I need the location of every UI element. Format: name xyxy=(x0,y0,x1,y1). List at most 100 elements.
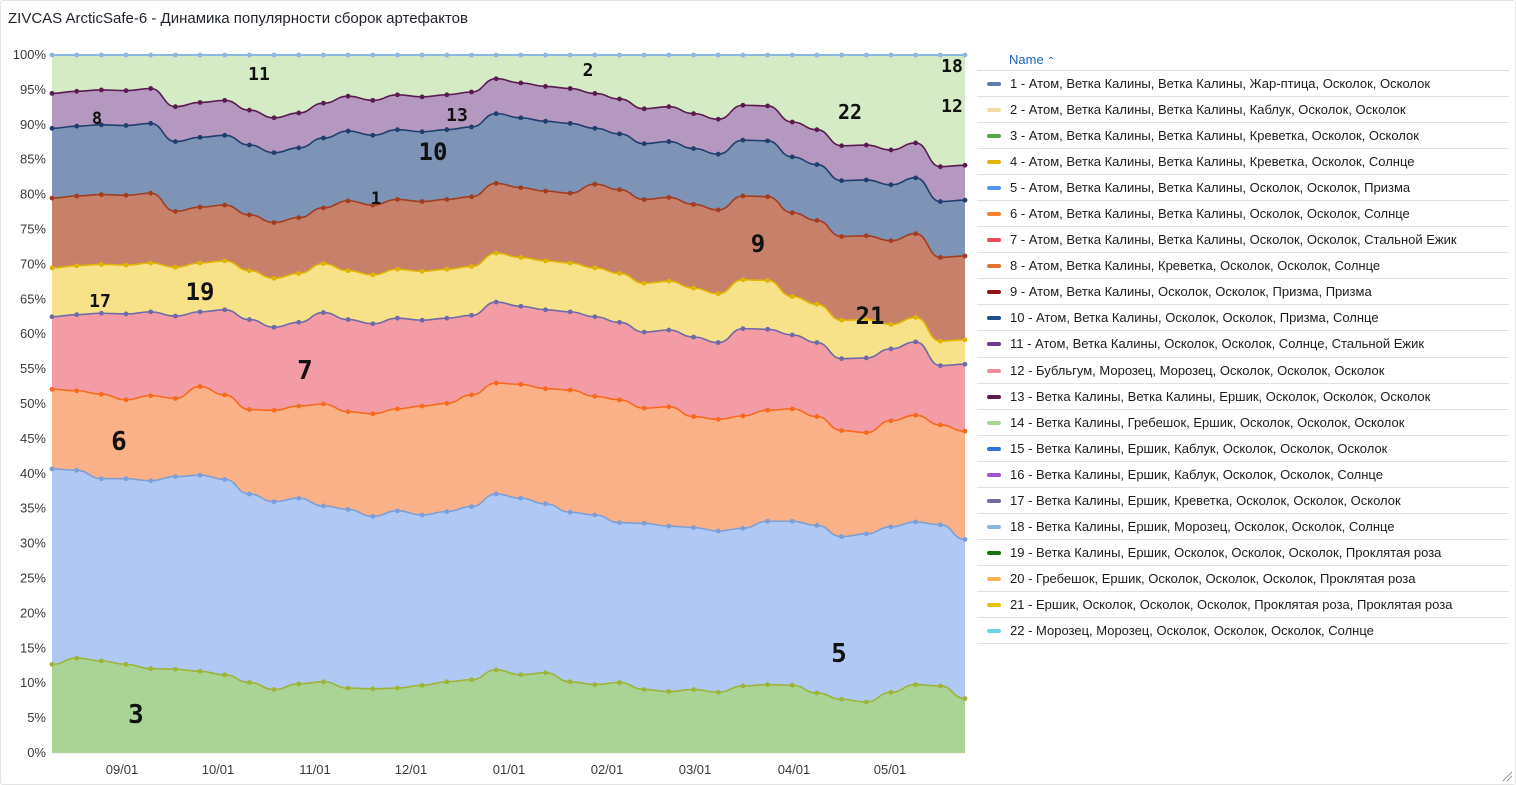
data-point xyxy=(814,301,820,307)
legend-item[interactable]: 12 - Бубльгум, Морозец, Морозец, Осколок… xyxy=(977,358,1509,384)
series-5-area xyxy=(52,468,965,703)
legend-label: 13 - Ветка Калины, Ветка Калины, Ершик, … xyxy=(1010,388,1431,404)
series-13-area xyxy=(52,78,965,202)
legend-item[interactable]: 9 - Атом, Ветка Калины, Осколок, Осколок… xyxy=(977,279,1509,306)
data-point xyxy=(493,181,499,186)
legend-label: 4 - Атом, Ветка Калины, Ветка Калины, Кр… xyxy=(1010,154,1415,170)
legend-item[interactable]: 2 - Атом, Ветка Калины, Ветка Калины, Ка… xyxy=(977,97,1509,124)
data-point xyxy=(395,127,400,133)
legend-item[interactable]: 15 - Ветка Калины, Ершик, Каблук, Осколо… xyxy=(977,436,1509,462)
x-tick-label: 01/01 xyxy=(493,762,526,777)
x-tick-label: 03/01 xyxy=(679,762,712,777)
data-point xyxy=(641,197,647,202)
legend-item[interactable]: 21 - Ершик, Осколок, Осколок, Осколок, П… xyxy=(977,592,1509,618)
data-point xyxy=(321,261,326,267)
panel-title[interactable]: ZIVCAS ArcticSafe-6 - Динамика популярно… xyxy=(8,10,468,27)
data-point xyxy=(98,122,104,128)
data-point xyxy=(765,326,770,332)
data-point xyxy=(296,681,302,687)
data-point xyxy=(296,145,302,151)
data-point xyxy=(148,309,154,315)
data-point xyxy=(937,164,943,170)
data-point xyxy=(197,309,203,315)
legend-header[interactable]: Name ⌃ xyxy=(977,48,1509,71)
y-tick-label: 0% xyxy=(27,745,46,760)
legend-item[interactable]: 19 - Ветка Калины, Ершик, Осколок, Оскол… xyxy=(977,540,1509,566)
data-point xyxy=(222,476,228,482)
legend-item[interactable]: 1 - Атом, Ветка Калины, Ветка Калины, Жа… xyxy=(977,71,1509,98)
data-point xyxy=(469,194,474,200)
annotation-label: 3 xyxy=(128,700,144,730)
legend-label: 20 - Гребешок, Ершик, Осколок, Осколок, … xyxy=(1010,570,1416,586)
data-point xyxy=(543,386,548,392)
legend-header-label: Name xyxy=(1009,52,1044,67)
y-tick-label: 60% xyxy=(20,326,46,341)
data-point xyxy=(518,80,524,86)
legend-item[interactable]: 16 - Ветка Калины, Ершик, Каблук, Осколо… xyxy=(977,462,1509,488)
legend-item[interactable]: 10 - Атом, Ветка Калины, Осколок, Осколо… xyxy=(977,305,1509,332)
legend-label: 14 - Ветка Калины, Гребешок, Ершик, Оско… xyxy=(1010,414,1405,430)
legend-item[interactable]: 3 - Атом, Ветка Калины, Ветка Калины, Кр… xyxy=(977,123,1509,150)
legend-item[interactable]: 6 - Атом, Ветка Калины, Ветка Калины, Ос… xyxy=(977,201,1509,228)
data-point xyxy=(345,268,351,274)
data-point xyxy=(148,86,154,91)
annotation-label: 11 xyxy=(248,64,270,85)
legend-item[interactable]: 4 - Атом, Ветка Калины, Ветка Калины, Кр… xyxy=(977,149,1509,176)
data-point xyxy=(469,677,474,683)
data-point xyxy=(666,689,672,694)
data-point xyxy=(789,210,795,216)
legend-item[interactable]: 8 - Атом, Ветка Калины, Креветка, Осколо… xyxy=(977,253,1509,280)
data-point xyxy=(962,428,968,434)
series-3-area xyxy=(52,658,965,753)
legend-item[interactable]: 5 - Атом, Ветка Калины, Ветка Калины, Ос… xyxy=(977,175,1509,202)
data-point xyxy=(98,310,104,316)
data-point xyxy=(617,680,622,685)
series-7-line xyxy=(51,301,966,367)
legend-item[interactable]: 17 - Ветка Калины, Ершик, Креветка, Оско… xyxy=(977,488,1509,514)
data-point xyxy=(888,322,894,327)
legend-item[interactable]: 13 - Ветка Калины, Ветка Калины, Ершик, … xyxy=(977,384,1509,410)
data-point xyxy=(715,151,721,157)
data-point xyxy=(765,518,770,524)
data-point xyxy=(370,513,376,519)
data-point xyxy=(740,525,746,531)
data-point xyxy=(148,478,154,484)
data-point xyxy=(863,142,869,148)
data-point xyxy=(98,262,104,267)
x-axis: 09/01 10/01 11/01 12/01 01/01 02/01 03/01 04/01… xyxy=(106,762,907,777)
legend-label: 3 - Атом, Ветка Калины, Ветка Калины, Кр… xyxy=(1010,128,1419,144)
data-point xyxy=(123,192,129,198)
data-point xyxy=(444,92,450,98)
legend-item[interactable]: 18 - Ветка Калины, Ершик, Морозец, Оскол… xyxy=(977,514,1509,540)
data-point xyxy=(715,291,721,297)
resize-handle-icon[interactable] xyxy=(1501,770,1513,782)
data-point xyxy=(814,414,820,419)
data-point xyxy=(148,190,154,196)
data-point xyxy=(49,314,55,320)
data-point xyxy=(444,197,450,202)
data-point xyxy=(765,682,770,687)
legend-rows: 1 - Атом, Ветка Калины, Ветка Калины, Жа… xyxy=(977,71,1509,645)
data-point xyxy=(370,321,376,327)
data-point xyxy=(863,317,869,322)
data-point xyxy=(247,212,252,218)
data-point xyxy=(691,687,696,692)
legend-item[interactable]: 14 - Ветка Калины, Гребешок, Ершик, Оско… xyxy=(977,410,1509,436)
data-point xyxy=(197,100,203,105)
legend-item[interactable]: 20 - Гребешок, Ершик, Осколок, Осколок, … xyxy=(977,566,1509,592)
data-point xyxy=(863,233,869,239)
data-point xyxy=(321,205,326,211)
legend-item[interactable]: 22 - Морозец, Морозец, Осколок, Осколок,… xyxy=(977,618,1509,645)
x-tick-label: 04/01 xyxy=(778,762,811,777)
y-tick-label: 95% xyxy=(20,82,46,97)
data-point xyxy=(321,310,326,315)
data-point xyxy=(148,393,154,399)
data-point xyxy=(715,207,721,213)
data-point xyxy=(98,658,104,664)
legend-item[interactable]: 11 - Атом, Ветка Калины, Осколок, Осколо… xyxy=(977,331,1509,358)
data-point xyxy=(74,655,80,661)
legend-item[interactable]: 7 - Атом, Ветка Калины, Ветка Калины, Ос… xyxy=(977,227,1509,254)
data-point xyxy=(98,391,104,397)
x-tick-label: 11/01 xyxy=(299,762,331,777)
data-point xyxy=(444,315,450,321)
